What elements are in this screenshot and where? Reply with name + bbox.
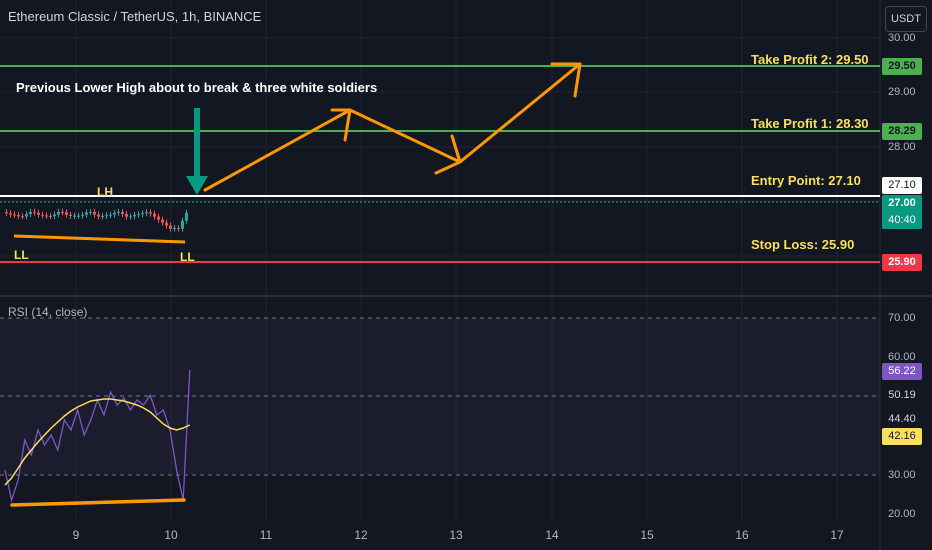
lower-low-label-right: LL <box>180 250 195 264</box>
candle-body <box>105 215 108 217</box>
tp1-price-tag: 28.29 <box>882 123 922 140</box>
price-tick-28: 28.00 <box>888 141 916 153</box>
candle-body <box>101 215 104 217</box>
candle-body <box>157 216 160 220</box>
candle-body <box>161 219 164 223</box>
lower-high-label: LH <box>97 185 113 199</box>
tp2-price-tag: 29.50 <box>882 58 922 75</box>
candle-body <box>29 211 32 215</box>
candle-body <box>181 220 184 229</box>
entry-point-label: Entry Point: 27.10 <box>751 173 861 188</box>
rsi-50-tag: 50.19 <box>882 387 922 404</box>
candle-body <box>133 214 136 217</box>
rsi-indicator-label[interactable]: RSI (14, close) <box>8 305 88 319</box>
candle-body <box>137 214 140 216</box>
rsi-44-tag: 44.40 <box>882 411 922 428</box>
price-tick-30: 30.00 <box>888 32 916 44</box>
candle-body <box>125 214 128 217</box>
candle-body <box>109 214 112 216</box>
candle-body <box>13 214 16 216</box>
candle-body <box>117 211 120 213</box>
candle-body <box>85 212 88 215</box>
candle-body <box>93 211 96 215</box>
candle-body <box>129 216 132 218</box>
time-tick-14: 14 <box>545 528 559 542</box>
candle-body <box>173 228 176 230</box>
candlestick-series <box>5 208 188 232</box>
candle-body <box>41 214 44 216</box>
main-annotation[interactable]: Previous Lower High about to break & thr… <box>16 80 378 95</box>
candle-body <box>61 211 64 213</box>
stop-loss-price-tag: 25.90 <box>882 254 922 271</box>
time-tick-9: 9 <box>72 528 80 542</box>
rsi-tick-20: 20.00 <box>888 508 916 520</box>
rsi-tick-30: 30.00 <box>888 469 916 481</box>
candle-body <box>121 211 124 215</box>
candle-body <box>65 212 68 215</box>
rsi-value-tag: 56.22 <box>882 363 922 380</box>
symbol-title[interactable]: Ethereum Classic / TetherUS, 1h, BINANCE <box>8 9 262 24</box>
candle-body <box>49 215 52 217</box>
take-profit-1-label: Take Profit 1: 28.30 <box>751 116 869 131</box>
stop-loss-label: Stop Loss: 25.90 <box>751 237 855 252</box>
candle-body <box>89 211 92 213</box>
candle-body <box>57 211 60 215</box>
candle-body <box>33 211 36 213</box>
candle-body <box>149 212 152 214</box>
entry-price-tag: 27.10 <box>882 177 922 194</box>
candle-body <box>185 212 188 221</box>
candle-body <box>113 212 116 215</box>
candle-body <box>145 212 148 214</box>
candle-body <box>81 214 84 216</box>
candle-body <box>153 213 156 217</box>
candle-body <box>5 212 8 214</box>
candle-body <box>169 225 172 229</box>
rsi-ma-line <box>4 398 191 486</box>
current-price-tag: 27.00 <box>882 195 922 212</box>
candle-body <box>73 215 76 217</box>
time-tick-11: 11 <box>259 528 273 542</box>
candle-body <box>177 228 180 230</box>
rsi-ma-tag: 42.16 <box>882 428 922 445</box>
candle-countdown-tag: 40:40 <box>882 212 922 229</box>
rsi-divergence-line[interactable] <box>10 498 186 507</box>
time-tick-15: 15 <box>640 528 654 542</box>
signal-down-arrow[interactable] <box>186 108 208 195</box>
candle-body <box>69 214 72 216</box>
projection-path[interactable] <box>203 62 582 192</box>
candle-body <box>45 215 48 217</box>
candle-body <box>17 215 20 217</box>
candle-body <box>53 214 56 217</box>
lower-low-trendline[interactable] <box>13 234 186 244</box>
rsi-tick-70: 70.00 <box>888 312 916 324</box>
candle-body <box>165 222 168 226</box>
rsi-tick-60: 60.00 <box>888 351 916 363</box>
take-profit-2-label: Take Profit 2: 29.50 <box>751 52 869 67</box>
time-tick-10: 10 <box>164 528 178 542</box>
currency-button[interactable]: USDT <box>885 6 927 32</box>
time-tick-13: 13 <box>449 528 463 542</box>
time-tick-12: 12 <box>354 528 368 542</box>
price-tick-29: 29.00 <box>888 86 916 98</box>
time-tick-16: 16 <box>735 528 749 542</box>
candle-body <box>9 213 12 215</box>
candle-body <box>141 213 144 215</box>
candle-body <box>25 214 28 217</box>
candle-body <box>21 216 24 218</box>
time-tick-17: 17 <box>830 528 844 542</box>
candle-body <box>77 215 80 217</box>
candle-body <box>97 214 100 217</box>
lower-low-label-left: LL <box>14 248 29 262</box>
candle-body <box>37 212 40 215</box>
